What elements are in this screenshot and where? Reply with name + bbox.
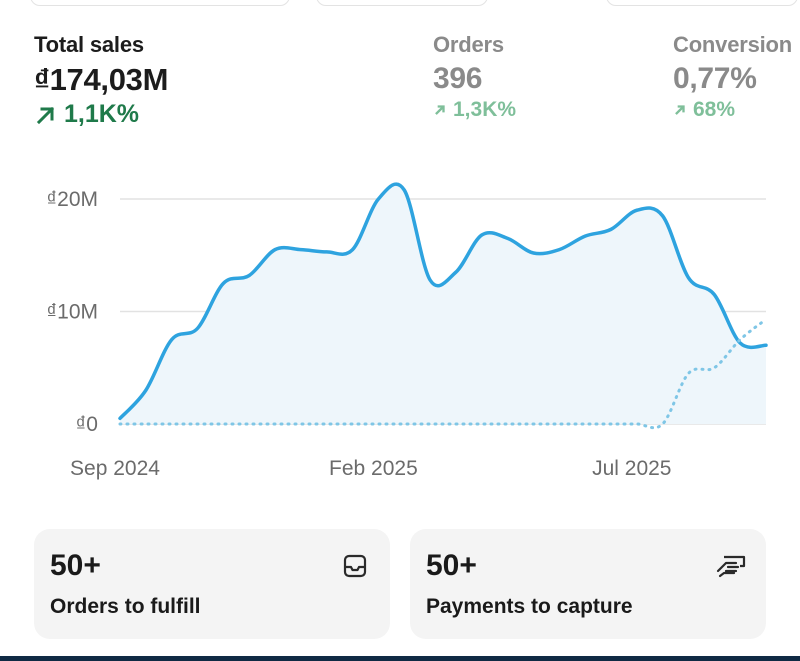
y-tick-label: ₫0 — [76, 413, 98, 436]
metric-label: Orders — [433, 32, 504, 57]
metric-conversion[interactable]: Conversion 0,77% 68% — [673, 32, 792, 122]
card-payments-to-capture[interactable]: 50+ Payments to capture — [410, 529, 766, 639]
metric-value: 396 — [433, 62, 483, 95]
metric-change-value: 1,1K% — [64, 100, 140, 128]
chart-x-ticks: Sep 2024 Feb 2025 Jul 2025 — [70, 457, 671, 480]
metric-label: Total sales — [34, 32, 144, 57]
metric-value: ₫174,03M — [34, 62, 169, 97]
y-tick-label: ₫10M — [46, 301, 98, 324]
metric-change: 1,1K% — [34, 100, 168, 129]
metric-change-value: 68% — [693, 98, 736, 121]
metric-label: Conversion — [673, 32, 793, 57]
card-count: 50+ — [426, 549, 477, 582]
series-area-fill — [120, 184, 766, 424]
top-filter-pill-1[interactable] — [30, 0, 290, 6]
hand-cash-icon — [716, 555, 746, 578]
chart-lines — [118, 182, 768, 430]
arrow-up-right-icon — [675, 105, 685, 115]
chart-y-ticks: ₫0 ₫10M ₫20M — [46, 188, 98, 436]
card-label: Payments to capture — [426, 595, 633, 618]
y-tick-label: ₫20M — [46, 188, 98, 211]
arrow-up-right-icon — [435, 105, 445, 115]
metric-total-sales[interactable]: Total sales ₫174,03M 1,1K% — [34, 32, 168, 129]
x-tick-label: Sep 2024 — [70, 457, 160, 480]
inbox-icon — [343, 554, 367, 578]
card-count: 50+ — [50, 549, 101, 582]
metric-value: 0,77% — [673, 62, 757, 95]
metric-change: 1,3K% — [433, 98, 516, 122]
metric-change: 68% — [673, 98, 792, 122]
card-orders-to-fulfill[interactable]: 50+ Orders to fulfill — [34, 529, 390, 639]
top-filter-pill-2[interactable] — [316, 0, 488, 6]
top-filter-pill-3[interactable] — [606, 0, 798, 6]
sales-line-chart[interactable]: ₫0 ₫10M ₫20M Sep 2024 Feb 2025 Jul 2025 — [0, 150, 800, 490]
card-label: Orders to fulfill — [50, 595, 201, 618]
x-tick-label: Feb 2025 — [329, 457, 418, 480]
bottom-bar — [0, 656, 800, 661]
metric-orders[interactable]: Orders 396 1,3K% — [433, 32, 516, 122]
chart-area — [120, 184, 766, 424]
x-tick-label: Jul 2025 — [592, 457, 671, 480]
metric-change-value: 1,3K% — [453, 98, 517, 121]
series-line-current — [118, 182, 768, 421]
arrow-up-right-icon — [36, 106, 55, 124]
series-line-comparison — [118, 317, 768, 430]
